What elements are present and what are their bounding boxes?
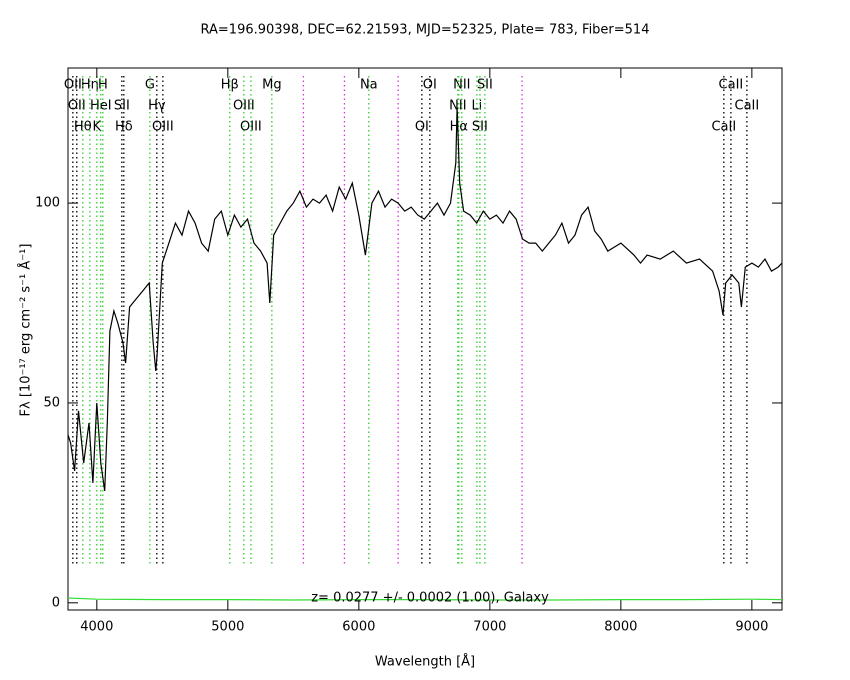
spectral-line-label: Hθ [74,120,92,135]
spectral-line-label: Na [360,78,378,93]
spectral-line-label: SII [114,99,130,114]
spectral-line-label: SII [477,78,493,93]
spectral-line-label: K [93,120,102,135]
spectral-line-label: CaII [735,99,760,114]
spectral-line-label: Li [471,99,482,114]
spectral-line-label: Hδ [115,120,133,135]
x-tick-label: 8000 [604,620,637,635]
spectral-line-label: HeI [90,99,112,114]
x-tick-label: 4000 [80,620,113,635]
x-tick-label: 9000 [735,620,768,635]
spectral-line-label: OII [64,78,82,93]
spectral-line-label: CaII [711,120,736,135]
spectral-line-label: Hη [81,78,99,93]
spectral-line-label: OIII [152,120,174,135]
y-axis-label: Fλ [10⁻¹⁷ erg cm⁻² s⁻¹ Å⁻¹] [18,244,34,417]
chart-title: RA=196.90398, DEC=62.21593, MJD=52325, P… [201,23,650,38]
redshift-annotation: z= 0.0277 +/- 0.0002 (1.00), Galaxy [311,591,549,606]
y-tick-label: 100 [35,196,60,211]
x-tick-label: 6000 [342,620,375,635]
spectral-line-label: OIII [240,120,262,135]
spectral-line-label: Hα [450,120,468,135]
spectral-line-label: Hγ [148,99,166,114]
x-tick-label: 5000 [211,620,244,635]
spectral-line-label: NII [453,78,470,93]
x-axis-label: Wavelength [Å] [375,654,475,670]
y-tick-label: 0 [52,595,60,610]
spectral-line-label: OII [68,99,86,114]
spectral-line-label: OI [415,120,429,135]
spectral-line-label: Mg [262,78,281,93]
spectral-line-label: OIII [233,99,255,114]
spectral-line-label: G [145,78,155,93]
spectral-line-label: NII [449,99,466,114]
x-tick-label: 7000 [473,620,506,635]
spectral-line-label: CaII [719,78,744,93]
spectrum-line [67,597,783,601]
spectrum-line [67,107,783,491]
y-tick-label: 50 [43,395,60,410]
plot-frame [67,67,783,611]
spectral-line-label: Hβ [221,78,239,93]
spectral-line-label: SII [472,120,488,135]
spectral-line-label: H [98,78,108,93]
spectral-line-label: OI [423,78,437,93]
